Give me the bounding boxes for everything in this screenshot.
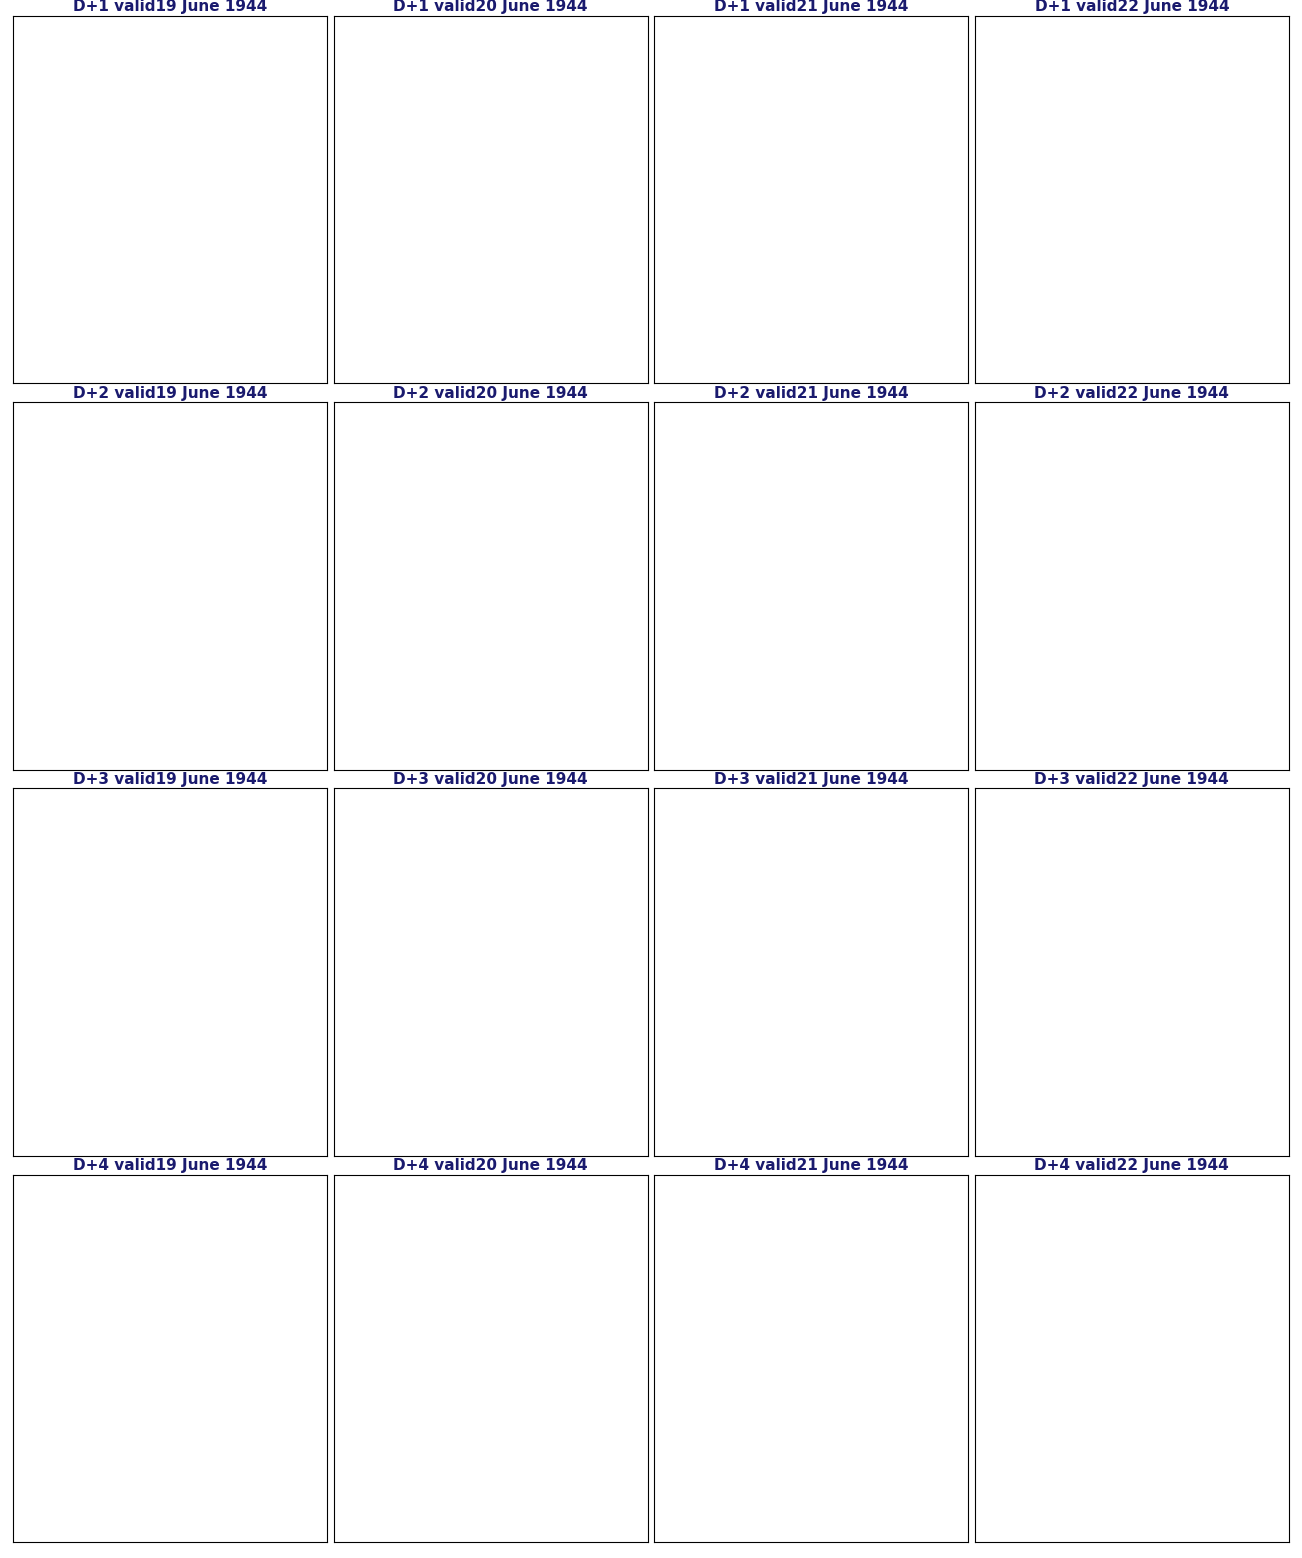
Title: D+1 valid20 June 1944: D+1 valid20 June 1944 (393, 0, 589, 14)
Title: D+4 valid20 June 1944: D+4 valid20 June 1944 (393, 1158, 589, 1173)
Title: D+4 valid22 June 1944: D+4 valid22 June 1944 (1035, 1158, 1229, 1173)
Title: D+3 valid20 June 1944: D+3 valid20 June 1944 (393, 773, 589, 787)
Title: D+1 valid21 June 1944: D+1 valid21 June 1944 (713, 0, 909, 14)
Title: D+1 valid19 June 1944: D+1 valid19 June 1944 (73, 0, 267, 14)
Title: D+2 valid21 June 1944: D+2 valid21 June 1944 (713, 386, 909, 400)
Title: D+3 valid22 June 1944: D+3 valid22 June 1944 (1035, 773, 1229, 787)
Title: D+2 valid20 June 1944: D+2 valid20 June 1944 (393, 386, 589, 400)
Title: D+4 valid19 June 1944: D+4 valid19 June 1944 (73, 1158, 267, 1173)
Title: D+2 valid22 June 1944: D+2 valid22 June 1944 (1034, 386, 1229, 400)
Title: D+3 valid19 June 1944: D+3 valid19 June 1944 (73, 773, 267, 787)
Title: D+1 valid22 June 1944: D+1 valid22 June 1944 (1035, 0, 1229, 14)
Title: D+2 valid19 June 1944: D+2 valid19 June 1944 (73, 386, 267, 400)
Title: D+3 valid21 June 1944: D+3 valid21 June 1944 (713, 773, 909, 787)
Title: D+4 valid21 June 1944: D+4 valid21 June 1944 (713, 1158, 909, 1173)
